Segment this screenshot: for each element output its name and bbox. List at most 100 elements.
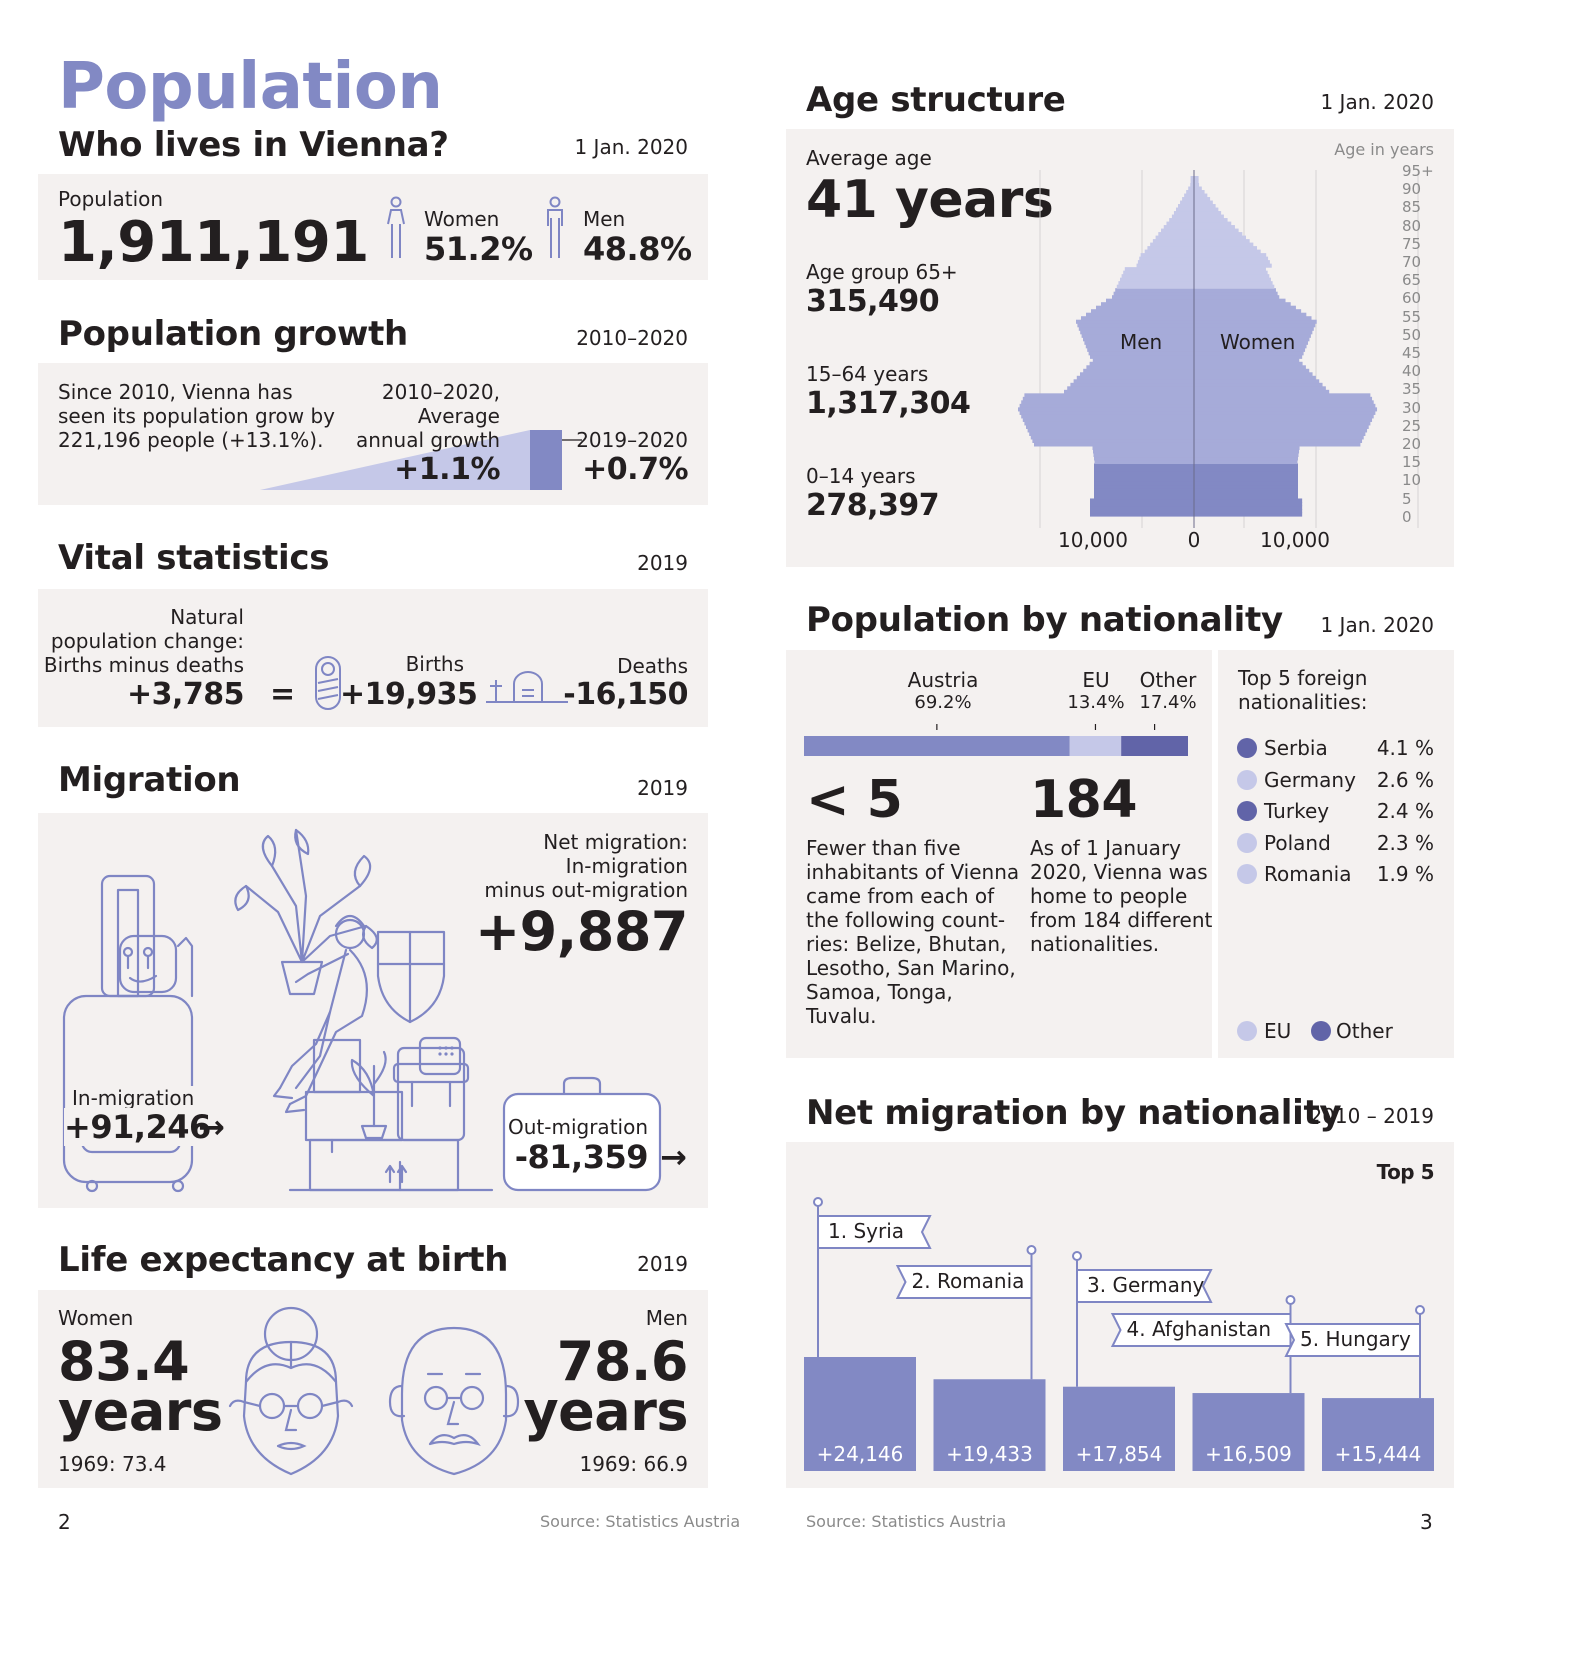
- pyramid-bar-women: [1194, 260, 1270, 265]
- source-left: Source: Statistics Austria: [540, 1512, 741, 1531]
- out-suitcase-icon: [502, 1076, 662, 1192]
- pyramid-bar-men: [1021, 400, 1194, 405]
- pyramid-bar-men: [1169, 218, 1194, 223]
- pyramid-bar-women: [1194, 267, 1266, 272]
- pyramid-bar-men: [1094, 484, 1194, 489]
- pyramid-bar-women: [1194, 498, 1303, 503]
- pyramid-x-tick: 0: [1187, 528, 1201, 552]
- n184-text-line: home to people: [1030, 884, 1188, 908]
- pyramid-bar-women: [1194, 396, 1373, 401]
- pyramid-bar-men: [1090, 498, 1194, 503]
- pyramid-bar-women: [1194, 256, 1269, 261]
- pyramid-y-tick: 75: [1402, 234, 1422, 253]
- age0-value: 278,397: [806, 488, 940, 523]
- top5-value: 2.3 %: [1376, 830, 1434, 855]
- pyramid-bar-women: [1194, 386, 1326, 391]
- netmig-category-label: 2. Romania: [912, 1269, 1025, 1293]
- population-label: Population: [58, 187, 164, 211]
- top5-dot: [1237, 801, 1257, 821]
- pyramid-bar-men: [1171, 214, 1194, 219]
- pyramid-bar-women: [1194, 445, 1300, 451]
- pyramid-bar-women: [1194, 309, 1302, 314]
- pyramid-bar-women: [1194, 179, 1199, 184]
- netmig-category-label: 4. Afghanistan: [1127, 1317, 1272, 1341]
- pyramid-bar-men: [1178, 204, 1194, 209]
- growth-text-1: Since 2010, Vienna has: [58, 380, 293, 404]
- lt5-text-line: ries: Belize, Bhutan,: [806, 932, 1007, 956]
- growth-wedge: [260, 430, 582, 490]
- top5-panel: [1218, 650, 1454, 1058]
- pyramid-bar-women: [1194, 435, 1364, 440]
- pyramid-bar-women: [1194, 270, 1268, 275]
- pyramid-bar-men: [1019, 410, 1194, 415]
- source-right: Source: Statistics Austria: [806, 1512, 1007, 1531]
- pyramid-y-tick: 55: [1402, 307, 1422, 326]
- netmig-bar: [1192, 1393, 1305, 1471]
- equals-sign: =: [270, 677, 295, 712]
- lt5-text-line: inhabitants of Vienna: [806, 860, 1020, 884]
- pyramid-bar-men: [1027, 428, 1194, 433]
- lt5-text-line: the following count-: [806, 908, 1006, 932]
- netmig-bar: [933, 1379, 1046, 1471]
- pyramid-bar-women: [1194, 288, 1276, 293]
- pyramid-bar-women: [1194, 379, 1320, 384]
- out-migration-value: -81,359: [514, 1138, 649, 1176]
- pyramid-bar-men: [1118, 281, 1194, 286]
- top5-dot: [1237, 769, 1257, 790]
- life-women-value-1: 83.4: [58, 1330, 190, 1393]
- pyramid-bar-women: [1194, 410, 1376, 415]
- growth-text-3: 221,196 people (+13.1%).: [58, 428, 324, 452]
- pyramid-bar-men: [1024, 393, 1194, 398]
- pyramid-bar-men: [1094, 463, 1194, 468]
- pyramid-bar-women: [1194, 382, 1323, 387]
- pyramid-bar-men: [1094, 456, 1194, 461]
- pyramid-bar-women: [1194, 487, 1298, 493]
- netmig-heading: Net migration by nationality: [806, 1093, 1342, 1133]
- pyramid-bar-men: [1067, 386, 1194, 391]
- lt5-text-line: Samoa, Tonga,: [806, 980, 953, 1004]
- pyramid-bar-women: [1194, 421, 1371, 426]
- pyramid-bar-men: [1190, 183, 1194, 188]
- page-number-right: 3: [1420, 1510, 1433, 1534]
- recent-growth-label: 2019–2020: [576, 428, 688, 452]
- life-date: 2019: [637, 1252, 688, 1276]
- pyramid-bar-women: [1194, 449, 1300, 454]
- pyramid-bar-men: [1152, 239, 1194, 244]
- n184-text-line: nationalities.: [1030, 932, 1160, 956]
- page-subtitle: Who lives in Vienna?: [58, 125, 449, 165]
- migration-illustration: [62, 828, 494, 1193]
- pyramid-bar-men: [1139, 256, 1194, 261]
- population-value: 1,911,191: [58, 210, 369, 275]
- top5-name: Poland: [1264, 830, 1331, 855]
- woman-face-icon: [228, 1306, 354, 1476]
- pyramid-bar-men: [1093, 452, 1194, 458]
- pyramid-bar-women: [1194, 351, 1304, 356]
- pyramid-bar-men: [1175, 207, 1194, 212]
- pyramid-bar-men: [1083, 368, 1194, 373]
- pyramid-bar-men: [1166, 221, 1194, 226]
- nat-other-value: 17.4%: [1139, 692, 1197, 713]
- in-migration-label: In-migration: [72, 1086, 195, 1110]
- pyramid-bar-women: [1194, 452, 1299, 458]
- top5-dot: [1237, 832, 1257, 853]
- netmig-value-label: +15,444: [1335, 1442, 1422, 1466]
- vital-date: 2019: [637, 551, 688, 575]
- pyramid-bar-men: [1018, 407, 1194, 412]
- pyramid-bar-men: [1024, 421, 1194, 426]
- pyramid-bar-women: [1194, 361, 1303, 366]
- pyramid-bar-men: [1190, 176, 1194, 181]
- pyramid-bar-men: [1091, 309, 1194, 314]
- pyramid-bar-men: [1094, 470, 1194, 475]
- out-migration-label: Out-migration: [508, 1115, 648, 1139]
- pyramid-bar-women: [1194, 347, 1306, 352]
- pyramid-bar-men: [1090, 501, 1194, 507]
- pyramid-bar-women: [1194, 284, 1275, 289]
- pyramid-bar-men: [1030, 435, 1194, 440]
- vital-panel: [38, 589, 708, 727]
- in-migration-value: +91,246: [64, 1108, 211, 1146]
- pyramid-bar-men: [1094, 477, 1194, 482]
- pyramid-y-tick: 10: [1402, 471, 1422, 490]
- pyramid-bar-men: [1073, 379, 1194, 384]
- pyramid-bar-women: [1194, 393, 1371, 398]
- life-women-label: Women: [58, 1306, 134, 1330]
